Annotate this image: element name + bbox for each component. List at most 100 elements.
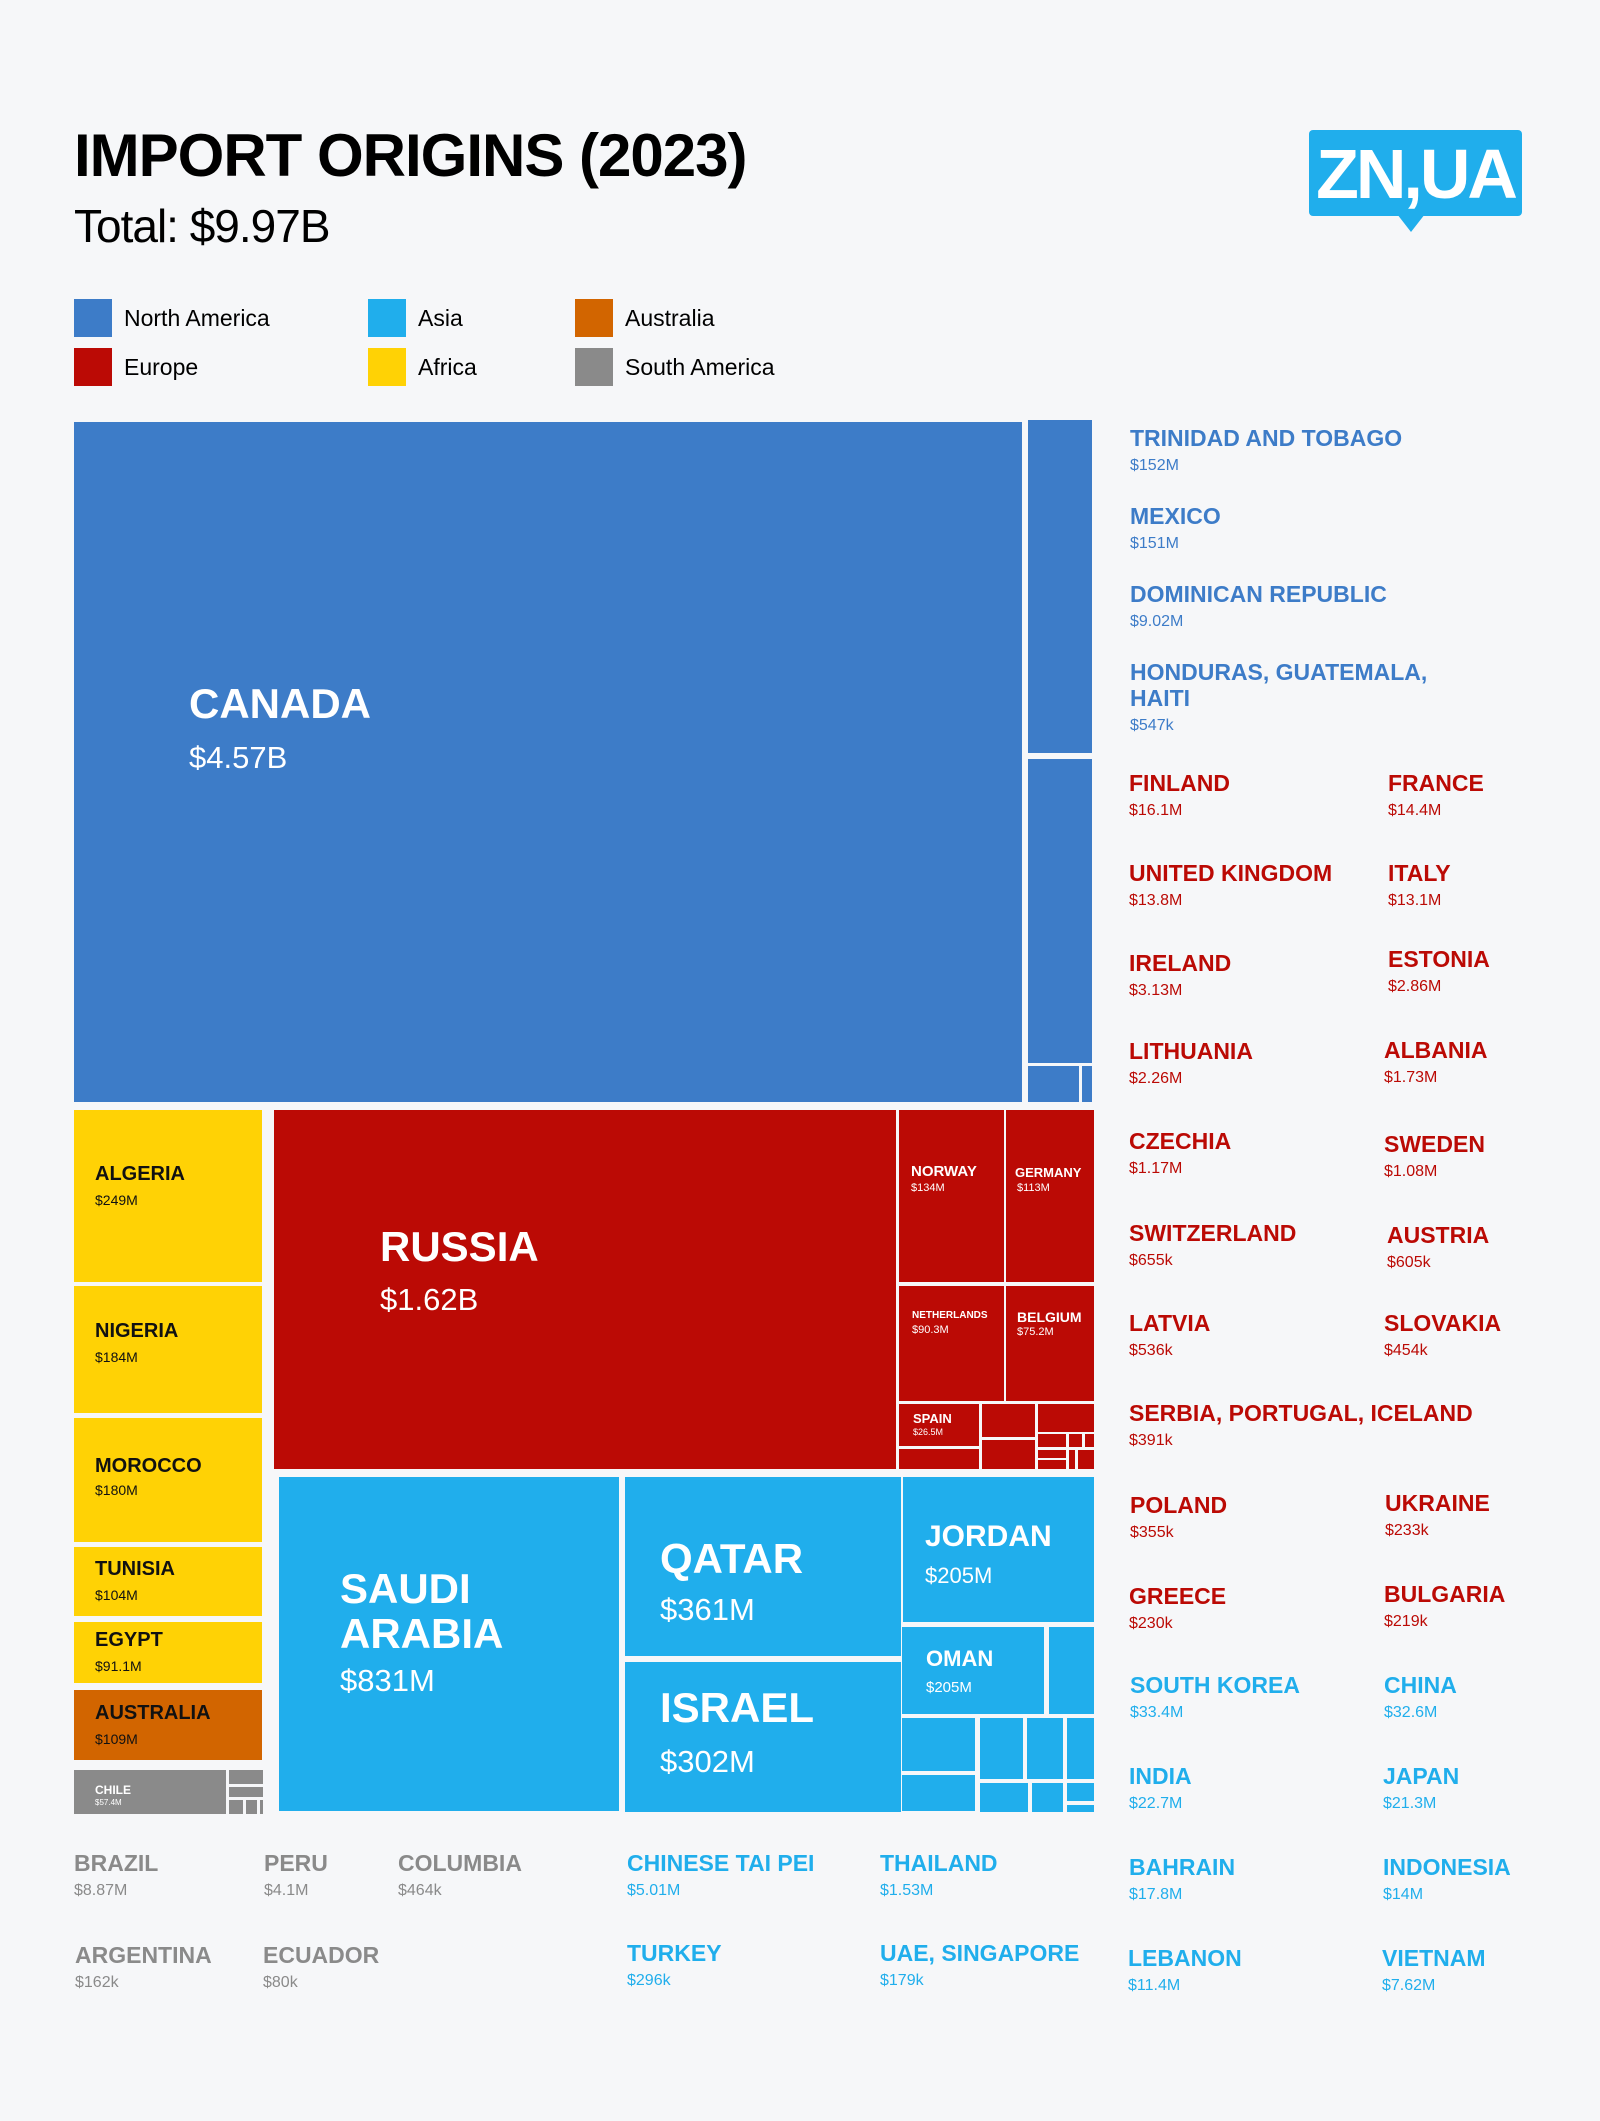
tile-qatar[interactable]: QATAR $361M	[625, 1477, 901, 1656]
country-value: $17.8M	[1129, 1886, 1183, 1903]
tile-ireland[interactable]	[1038, 1434, 1066, 1447]
tile-spain[interactable]: SPAIN $26.5M	[899, 1404, 979, 1446]
tile-south-korea[interactable]	[1049, 1627, 1094, 1714]
tile-value: $361M	[660, 1592, 755, 1627]
tile-brazil[interactable]	[229, 1770, 263, 1784]
tile-label: NORWAY	[911, 1163, 977, 1180]
tile-trinidad-and-tobago[interactable]	[1028, 420, 1092, 753]
tile-albania[interactable]	[1069, 1434, 1082, 1447]
tile-bahrain[interactable]	[1027, 1718, 1063, 1779]
tile-russia[interactable]: RUSSIA $1.62B	[274, 1110, 896, 1469]
tile-honduras-guatemala-haiti[interactable]	[1082, 1066, 1092, 1102]
country-name: ALBANIA	[1384, 1037, 1488, 1063]
tile-lebanon[interactable]	[980, 1783, 1028, 1812]
tile-columbia[interactable]	[229, 1800, 243, 1814]
tile-label: JORDAN	[925, 1520, 1052, 1553]
side-label-ukraine: UKRAINE $233k	[1385, 1490, 1490, 1540]
country-value: $219k	[1384, 1613, 1428, 1630]
tile-israel[interactable]: ISRAEL $302M	[625, 1662, 901, 1812]
tile-asia-small-group[interactable]	[1067, 1805, 1094, 1812]
tile-tunisia[interactable]: TUNISIA $104M	[74, 1547, 262, 1616]
tile-lithuania[interactable]	[1038, 1460, 1066, 1469]
country-name: INDIA	[1129, 1763, 1192, 1789]
tile-japan[interactable]	[980, 1718, 1023, 1779]
tile-label: NETHERLANDS	[912, 1310, 988, 1321]
legend-item-australia: Australia	[575, 299, 714, 337]
tile-india[interactable]	[902, 1775, 975, 1811]
country-name: UNITED KINGDOM	[1129, 860, 1333, 886]
side-label-thailand: THAILAND $1.53M	[880, 1850, 998, 1900]
tile-estonia[interactable]	[1038, 1450, 1066, 1458]
country-name: JAPAN	[1383, 1763, 1460, 1789]
tile-egypt[interactable]: EGYPT $91.1M	[74, 1622, 262, 1683]
tile-australia[interactable]: AUSTRALIA $109M	[74, 1690, 262, 1760]
side-label-turkey: TURKEY $296k	[627, 1940, 722, 1990]
side-label-uae-singapore: UAE, SINGAPORE $179k	[880, 1940, 1079, 1990]
country-name: ARGENTINA	[75, 1942, 212, 1968]
country-value: $11.4M	[1128, 1977, 1181, 1994]
tile-europe-small-group-2[interactable]	[1078, 1450, 1094, 1469]
country-name: UKRAINE	[1385, 1490, 1490, 1516]
tile-united-kingdom[interactable]	[982, 1440, 1035, 1469]
tile-peru[interactable]	[229, 1787, 263, 1797]
tile-canada[interactable]: CANADA $4.57B	[74, 422, 1022, 1102]
tile-vietnam[interactable]	[1032, 1783, 1063, 1812]
tile-value: $90.3M	[912, 1324, 949, 1336]
country-value: $1.73M	[1384, 1069, 1438, 1086]
country-value: $13.1M	[1388, 892, 1442, 909]
country-value: $9.02M	[1130, 613, 1184, 630]
chart-subtitle-total: Total: $9.97B	[74, 200, 331, 252]
country-name: HONDURAS, GUATEMALA, HAITI	[1130, 659, 1428, 711]
legend-swatch-icon	[74, 299, 112, 337]
side-label-india: INDIA $22.7M	[1129, 1763, 1192, 1813]
logo-text: ZN,UA	[1316, 135, 1518, 213]
side-label-vietnam: VIETNAM $7.62M	[1382, 1945, 1486, 1995]
country-name: ECUADOR	[263, 1942, 380, 1968]
tile-czechia[interactable]	[1085, 1434, 1094, 1447]
country-value: $355k	[1130, 1524, 1174, 1541]
tile-algeria[interactable]: ALGERIA $249M	[74, 1110, 262, 1282]
tile-value: $184M	[95, 1349, 138, 1365]
tile-china[interactable]	[902, 1718, 975, 1771]
side-label-estonia: ESTONIA $2.86M	[1388, 946, 1490, 996]
tile-ecuador[interactable]	[260, 1800, 263, 1814]
country-value: $3.13M	[1129, 982, 1183, 999]
side-label-peru: PERU $4.1M	[264, 1850, 328, 1900]
side-label-serbia-portugal-iceland: SERBIA, PORTUGAL, ICELAND $391k	[1129, 1400, 1473, 1450]
tile-europe-small-group[interactable]	[1069, 1450, 1075, 1469]
tile-dominican-republic[interactable]	[1028, 1066, 1079, 1102]
tile-saudi-arabia[interactable]: SAUDI ARABIA $831M	[279, 1477, 619, 1811]
country-name: LEBANON	[1128, 1945, 1242, 1971]
tile-jordan[interactable]: JORDAN $205M	[903, 1477, 1094, 1622]
tile-label: BELGIUM	[1017, 1309, 1082, 1325]
country-name: CHINESE TAI PEI	[627, 1850, 815, 1876]
legend-swatch-icon	[575, 299, 613, 337]
side-label-mexico: MEXICO $151M	[1130, 503, 1221, 553]
treemap: CANADA $4.57B ALGERIA $249M NIGERIA $184…	[74, 420, 1094, 1814]
tile-indonesia[interactable]	[1067, 1718, 1094, 1779]
country-value: $391k	[1129, 1432, 1173, 1449]
country-value: $152M	[1130, 457, 1179, 474]
tile-finland[interactable]	[899, 1449, 979, 1469]
country-value: $162k	[75, 1974, 119, 1991]
tile-belgium[interactable]: BELGIUM $75.2M	[1006, 1286, 1094, 1401]
tile-norway[interactable]: NORWAY $134M	[899, 1110, 1004, 1282]
country-name: INDONESIA	[1383, 1854, 1511, 1880]
tile-chinese-tai-pei[interactable]	[1067, 1783, 1094, 1801]
tile-netherlands[interactable]: NETHERLANDS $90.3M	[899, 1286, 1004, 1401]
country-value: $454k	[1384, 1342, 1428, 1359]
tile-mexico[interactable]	[1028, 759, 1092, 1063]
tile-italy[interactable]	[1038, 1404, 1094, 1432]
country-name: CZECHIA	[1129, 1128, 1232, 1154]
tile-chile[interactable]: CHILE $57.4M	[74, 1770, 226, 1814]
tile-morocco[interactable]: MOROCCO $180M	[74, 1418, 262, 1542]
tile-oman[interactable]: OMAN $205M	[902, 1627, 1044, 1714]
tile-france[interactable]	[982, 1404, 1035, 1437]
side-label-albania: ALBANIA $1.73M	[1384, 1037, 1488, 1087]
tile-nigeria[interactable]: NIGERIA $184M	[74, 1286, 262, 1413]
side-label-ecuador: ECUADOR $80k	[263, 1942, 379, 1992]
tile-argentina[interactable]	[246, 1800, 257, 1814]
tile-germany[interactable]: GERMANY $113M	[1006, 1110, 1094, 1282]
country-name: MEXICO	[1130, 503, 1221, 529]
side-label-lithuania: LITHUANIA $2.26M	[1129, 1038, 1253, 1088]
